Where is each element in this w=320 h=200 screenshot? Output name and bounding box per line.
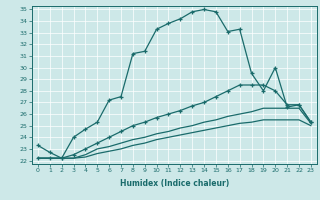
X-axis label: Humidex (Indice chaleur): Humidex (Indice chaleur) bbox=[120, 179, 229, 188]
